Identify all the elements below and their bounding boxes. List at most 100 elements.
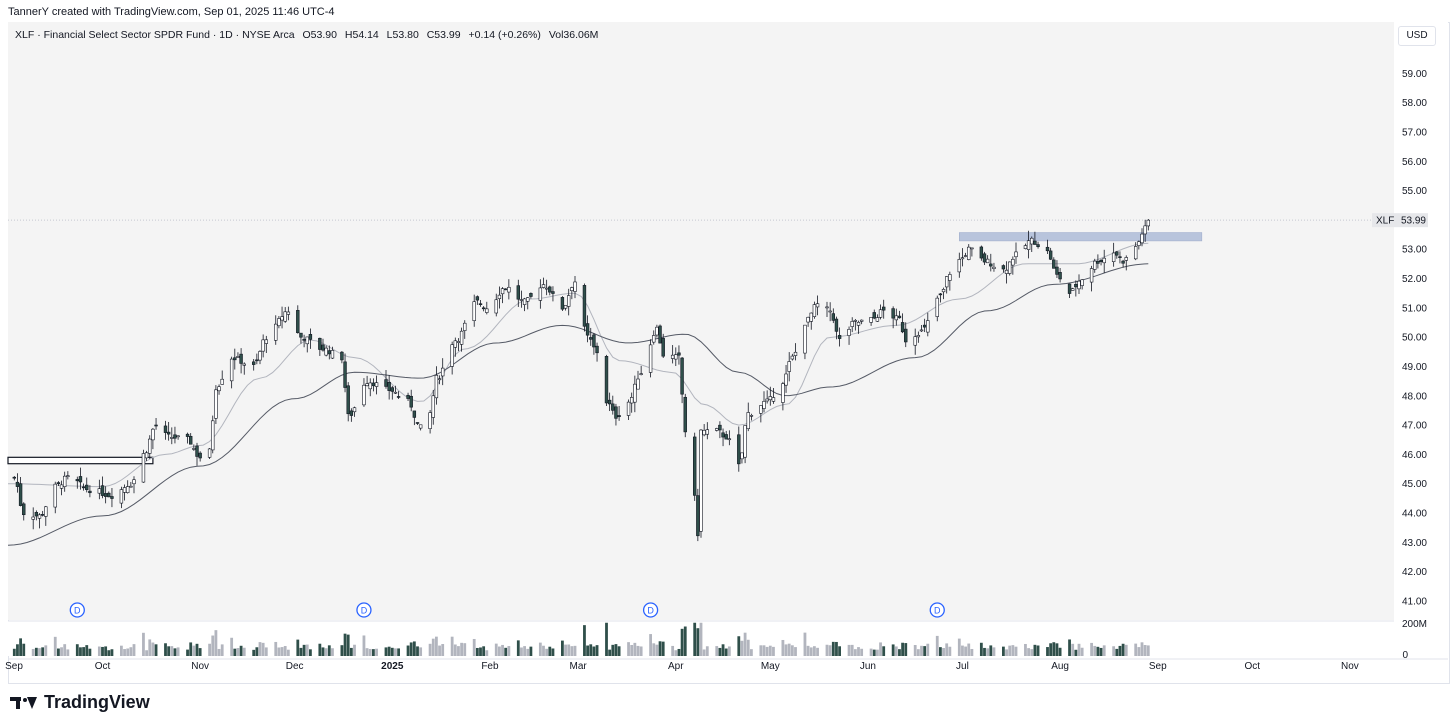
- volume-bar: [611, 644, 615, 656]
- volume-bar: [1071, 643, 1075, 656]
- volume-bar: [321, 647, 325, 656]
- candle-body: [151, 428, 155, 441]
- candle-body: [960, 257, 965, 260]
- volume-bar: [349, 647, 353, 656]
- candle-body: [881, 306, 886, 311]
- volume-bar: [264, 647, 268, 656]
- volume-bar: [1080, 647, 1084, 656]
- candle-body: [696, 495, 700, 537]
- volume-bar: [787, 643, 791, 656]
- candle-body: [847, 329, 851, 336]
- volume-bar: [101, 646, 104, 656]
- volume-bar: [737, 636, 741, 656]
- y-tick-label: 59.00: [1402, 69, 1427, 80]
- volume-bar: [633, 642, 637, 656]
- candle-body: [233, 357, 237, 361]
- candle-body: [459, 330, 464, 345]
- volume-bar: [1099, 647, 1103, 656]
- volume-bar: [970, 648, 974, 656]
- volume-bar: [794, 647, 797, 656]
- candle-body: [967, 246, 971, 260]
- volume-bar: [904, 643, 908, 656]
- candle-body: [503, 288, 508, 291]
- candle-body: [636, 378, 640, 390]
- candle-body: [629, 397, 634, 404]
- volume-bar: [362, 635, 366, 656]
- volume-bar: [538, 642, 542, 656]
- candle-body: [507, 286, 511, 293]
- volume-bar: [1058, 647, 1062, 656]
- candle-body: [916, 335, 921, 338]
- volume-bar: [34, 647, 38, 656]
- candle-body: [724, 434, 728, 440]
- volume-bar: [453, 644, 457, 656]
- volume-bar: [520, 647, 523, 656]
- volume-bar: [548, 646, 552, 656]
- volume-tick-label: 200M: [1402, 619, 1427, 630]
- tradingview-brand[interactable]: TradingView: [10, 692, 150, 713]
- price-axis-background: [1394, 22, 1448, 620]
- volume-bar: [920, 645, 923, 656]
- volume-bar: [683, 626, 687, 656]
- candle-body: [919, 329, 924, 332]
- candle-body: [611, 403, 615, 411]
- candle-body: [897, 315, 902, 319]
- volume-bar: [438, 645, 441, 656]
- candle-body: [154, 424, 158, 427]
- volume-bar: [680, 628, 684, 656]
- candle-body: [1058, 272, 1062, 280]
- volume-bar: [66, 649, 70, 656]
- candle-body: [75, 479, 80, 482]
- volume-bar: [790, 645, 794, 656]
- candle-body: [390, 387, 394, 392]
- volume-bar: [784, 644, 788, 656]
- volume-bar: [192, 645, 196, 656]
- candle-body: [40, 514, 45, 516]
- x-tick-label: Jun: [860, 661, 876, 672]
- volume-bar: [1011, 645, 1015, 656]
- candle-body: [62, 475, 67, 487]
- candle-body: [787, 361, 791, 372]
- volume-bar: [853, 649, 857, 656]
- y-tick-label: 46.00: [1402, 450, 1427, 461]
- candle-body: [252, 361, 256, 365]
- volume-bar: [724, 648, 728, 656]
- candle-body: [765, 398, 769, 402]
- volume-bar: [394, 648, 397, 656]
- volume-bar: [372, 649, 375, 656]
- candle-body: [1023, 245, 1028, 249]
- volume-bar: [608, 649, 612, 656]
- candle-body: [81, 486, 86, 489]
- volume-bar: [1052, 642, 1056, 656]
- candle-body: [431, 395, 435, 418]
- volume-bar: [44, 645, 48, 656]
- candle-body: [374, 382, 379, 387]
- candle-body: [771, 397, 776, 402]
- volume-bar: [831, 641, 835, 656]
- volume-bar: [715, 646, 719, 656]
- candle-body: [589, 337, 593, 340]
- volume-bar: [123, 649, 126, 656]
- candle-body: [699, 429, 703, 532]
- volume-bar: [948, 646, 952, 656]
- currency-button[interactable]: USD: [1398, 26, 1436, 46]
- volume-bar: [475, 647, 479, 656]
- dividend-label: D: [647, 606, 654, 616]
- candle-body: [97, 488, 102, 494]
- volume-bar: [485, 650, 489, 656]
- legend-exchange: NYSE Arca: [242, 29, 295, 41]
- x-tick-label: Aug: [1051, 661, 1069, 672]
- volume-bar: [957, 638, 961, 656]
- symbol-legend[interactable]: XLF · Financial Select Sector SPDR Fund …: [15, 29, 598, 41]
- dividend-marker: [929, 602, 945, 618]
- candle-body: [677, 352, 681, 356]
- volume-bar: [286, 649, 290, 656]
- volume-bar: [768, 645, 772, 656]
- candle-body: [526, 297, 530, 302]
- volume-bar: [945, 643, 949, 656]
- candle-body: [737, 434, 741, 465]
- candle-body: [12, 476, 16, 479]
- volume-bar: [1146, 645, 1150, 656]
- candle-body: [853, 320, 858, 322]
